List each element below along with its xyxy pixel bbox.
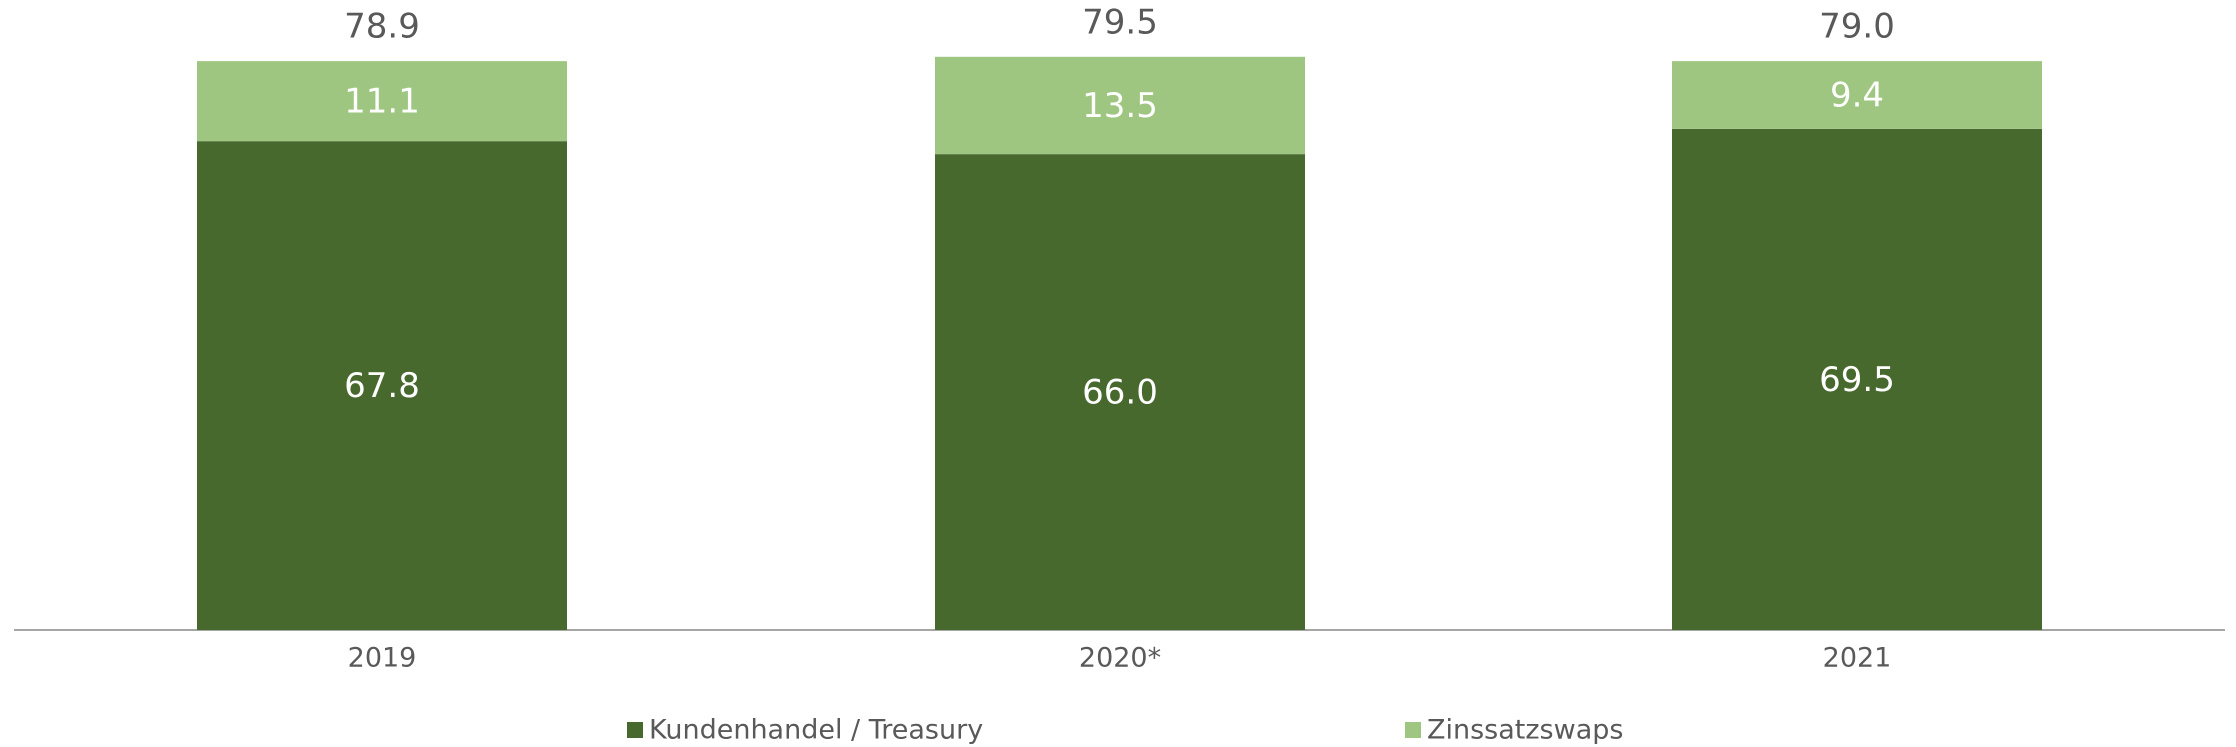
bar-segment [935, 56, 1305, 155]
x-tick-label: 2019 [348, 643, 417, 674]
total-label: 78.9 [344, 7, 420, 47]
total-label: 79.0 [1819, 7, 1895, 47]
x-tick-label: 2020* [1079, 643, 1161, 674]
bar-segment [1672, 128, 2042, 630]
x-tick-label: 2021 [1823, 643, 1892, 674]
segment-label: 69.5 [1819, 360, 1895, 400]
legend-swatch [1405, 722, 1421, 738]
bar-segment [197, 61, 567, 142]
total-label: 79.5 [1082, 2, 1158, 42]
legend-label: Zinssatzswaps [1427, 715, 1623, 746]
bar-segment [197, 141, 567, 631]
segment-label: 9.4 [1830, 76, 1884, 116]
segment-label: 66.0 [1082, 373, 1158, 413]
segment-label: 67.8 [344, 366, 420, 406]
legend-label: Kundenhandel / Treasury [649, 715, 983, 746]
bar-segment [1672, 61, 2042, 129]
bar-segment [935, 154, 1305, 630]
segment-label: 11.1 [344, 82, 420, 122]
legend-swatch [627, 722, 643, 738]
segment-label: 13.5 [1082, 86, 1158, 126]
